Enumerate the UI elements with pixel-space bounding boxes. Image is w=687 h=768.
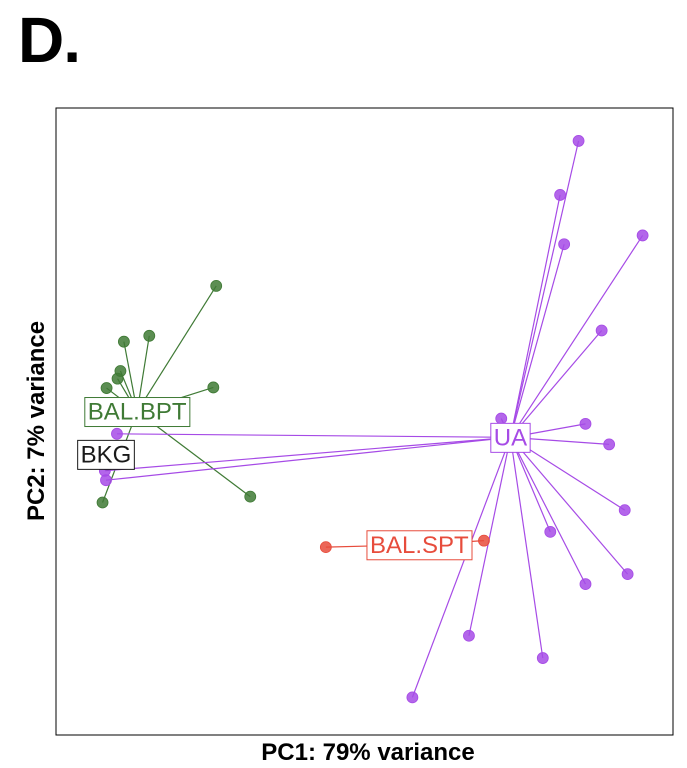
spoke-ua-10 — [509, 437, 551, 533]
group-label-box-ua — [490, 422, 531, 453]
point-ua-9 — [618, 504, 631, 517]
spoke-ua-18 — [104, 436, 511, 472]
spoke-ua-13 — [468, 437, 512, 636]
point-ua-5 — [495, 412, 508, 425]
group-label-ua: UA — [490, 422, 531, 453]
point-ua-15 — [406, 691, 419, 704]
group-label-box-bkg — [77, 439, 135, 470]
spoke-ua-15 — [411, 437, 512, 698]
group-label-bal-spt: BAL.SPT — [366, 530, 473, 561]
point-ua-10 — [544, 525, 557, 538]
point-ua-3 — [636, 229, 649, 242]
plot-frame — [55, 107, 674, 736]
spoke-ua-11 — [510, 436, 629, 575]
point-ua-12 — [579, 578, 592, 590]
group-label-text-bal-bpt: BAL.BPT — [88, 399, 187, 426]
point-bal-bpt-8 — [207, 381, 220, 394]
panel-label: D. — [18, 4, 81, 76]
point-bal-spt-0 — [319, 541, 332, 554]
point-bal-bpt-2 — [117, 335, 130, 348]
spoke-ua-2 — [509, 244, 565, 438]
point-bal-bpt-5 — [100, 382, 113, 394]
spoke-ua-16 — [116, 433, 511, 438]
y-axis-title: PC2: 7% variance — [23, 321, 50, 521]
group-label-layer: BKG BAL.BPT UA BAL.SPT — [77, 397, 531, 561]
point-bal-bpt-4 — [111, 372, 124, 385]
point-bal-bpt-1 — [143, 329, 156, 342]
point-bal-bpt-10 — [96, 496, 109, 509]
spoke-ua-0 — [509, 140, 580, 438]
point-ua-11 — [621, 568, 634, 581]
point-ua-6 — [579, 417, 592, 430]
group-label-box-bal-spt — [366, 530, 473, 561]
spoke-ua-14 — [509, 437, 544, 659]
point-ua-1 — [554, 189, 567, 201]
point-bal-bpt-9 — [244, 490, 257, 503]
group-label-bkg: BKG — [77, 439, 135, 470]
group-label-text-bkg: BKG — [81, 441, 132, 468]
spoke-ua-17 — [105, 436, 511, 481]
x-axis-title: PC1: 79% variance — [261, 739, 474, 766]
group-label-bal-bpt: BAL.BPT — [84, 397, 191, 428]
point-bal-spt-1 — [478, 534, 490, 547]
point-ua-0 — [572, 135, 585, 147]
point-ua-2 — [558, 238, 571, 251]
spoke-ua-12 — [509, 437, 587, 585]
spoke-ua-4 — [510, 330, 603, 438]
spoke-ua-1 — [509, 194, 561, 438]
point-ua-14 — [536, 652, 549, 664]
spoke-bal-bpt-0 — [136, 285, 217, 412]
spoke-ua-3 — [509, 235, 644, 438]
point-bal-bpt-0 — [210, 280, 223, 292]
point-ua-13 — [463, 629, 475, 642]
group-label-text-ua: UA — [494, 424, 527, 451]
point-ua-16 — [111, 427, 123, 440]
point-ua-4 — [595, 324, 608, 337]
group-label-text-bal-spt: BAL.SPT — [370, 532, 469, 559]
group-label-box-bal-bpt — [84, 397, 191, 428]
point-ua-7 — [603, 438, 616, 451]
